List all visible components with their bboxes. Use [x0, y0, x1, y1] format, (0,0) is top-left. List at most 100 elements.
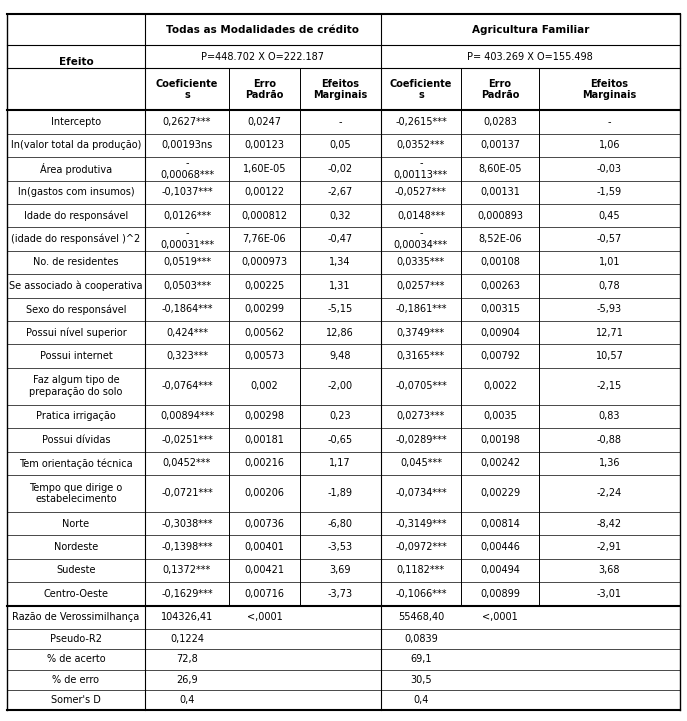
Text: Área produtiva: Área produtiva [40, 163, 112, 175]
Text: -3,01: -3,01 [597, 589, 622, 599]
Text: 0,00894***: 0,00894*** [160, 412, 214, 422]
Text: 0,78: 0,78 [598, 281, 620, 291]
Text: -0,0289***: -0,0289*** [395, 435, 447, 445]
Text: 0,00123: 0,00123 [245, 141, 284, 151]
Text: 0,00193ns: 0,00193ns [161, 141, 212, 151]
Text: -1,89: -1,89 [328, 488, 352, 498]
Text: Possui internet: Possui internet [40, 351, 112, 361]
Text: Efeitos
Marginais: Efeitos Marginais [313, 79, 368, 100]
Text: 0,00298: 0,00298 [245, 412, 284, 422]
Text: 0,00573: 0,00573 [245, 351, 284, 361]
Text: <,0001: <,0001 [482, 612, 518, 622]
Text: 72,8: 72,8 [176, 655, 198, 665]
Text: -
0,00034***: - 0,00034*** [394, 229, 448, 250]
Text: 0,0352***: 0,0352*** [397, 141, 445, 151]
Text: -0,0251***: -0,0251*** [161, 435, 213, 445]
Text: Centro-Oeste: Centro-Oeste [43, 589, 109, 599]
Text: -0,3149***: -0,3149*** [395, 518, 447, 528]
Text: -
0,00031***: - 0,00031*** [160, 229, 214, 250]
Text: 0,00736: 0,00736 [245, 518, 284, 528]
Text: -0,0705***: -0,0705*** [395, 381, 447, 392]
Text: 0,045***: 0,045*** [400, 459, 442, 468]
Text: Razão de Verossimilhança: Razão de Verossimilhança [12, 612, 139, 622]
Text: Tem orientação técnica: Tem orientação técnica [19, 458, 133, 469]
Text: -5,15: -5,15 [328, 304, 352, 314]
Text: 0,00814: 0,00814 [480, 518, 520, 528]
Text: Pseudo-R2: Pseudo-R2 [50, 634, 102, 644]
Text: 0,00716: 0,00716 [245, 589, 284, 599]
Text: -: - [339, 117, 342, 127]
Text: -5,93: -5,93 [597, 304, 622, 314]
Text: -0,1864***: -0,1864*** [161, 304, 213, 314]
Text: -0,1037***: -0,1037*** [161, 187, 213, 198]
Text: Efeito: Efeito [58, 57, 93, 67]
Text: 0,0257***: 0,0257*** [396, 281, 445, 291]
Text: (idade do responsável )^2: (idade do responsável )^2 [11, 234, 141, 244]
Text: Tempo que dirige o
estabelecimento: Tempo que dirige o estabelecimento [30, 482, 122, 504]
Text: 0,00181: 0,00181 [245, 435, 284, 445]
Text: Coeficiente
s: Coeficiente s [156, 79, 218, 100]
Text: Se associado à cooperativa: Se associado à cooperativa [9, 280, 143, 291]
Text: -3,53: -3,53 [328, 542, 352, 552]
Text: 0,00401: 0,00401 [245, 542, 284, 552]
Text: 0,0283: 0,0283 [483, 117, 517, 127]
Text: 0,000973: 0,000973 [241, 257, 287, 267]
Text: 69,1: 69,1 [410, 655, 431, 665]
Text: 7,76E-06: 7,76E-06 [243, 234, 286, 244]
Text: Sudeste: Sudeste [56, 565, 95, 575]
Text: -0,03: -0,03 [597, 164, 622, 174]
Text: No. de residentes: No. de residentes [33, 257, 119, 267]
Text: 0,00122: 0,00122 [245, 187, 284, 198]
Text: 8,60E-05: 8,60E-05 [478, 164, 522, 174]
Text: Nordeste: Nordeste [54, 542, 98, 552]
Text: 1,36: 1,36 [598, 459, 620, 468]
Text: 9,48: 9,48 [329, 351, 351, 361]
Text: 1,31: 1,31 [329, 281, 351, 291]
Text: ln(valor total da produção): ln(valor total da produção) [11, 141, 141, 151]
Text: 10,57: 10,57 [596, 351, 623, 361]
Text: 26,9: 26,9 [176, 675, 198, 685]
Text: Agricultura Familiar: Agricultura Familiar [472, 25, 589, 35]
Text: 0,0035: 0,0035 [483, 412, 517, 422]
Text: 1,01: 1,01 [598, 257, 620, 267]
Text: 0,00131: 0,00131 [480, 187, 520, 198]
Text: Somer's D: Somer's D [51, 695, 101, 705]
Text: 0,000812: 0,000812 [241, 211, 287, 221]
Text: 0,1372***: 0,1372*** [163, 565, 211, 575]
Text: 0,00421: 0,00421 [245, 565, 284, 575]
Text: P=448.702 X O=222.187: P=448.702 X O=222.187 [201, 52, 324, 62]
Text: 0,23: 0,23 [329, 412, 351, 422]
Text: 0,00108: 0,00108 [480, 257, 520, 267]
Text: 0,0503***: 0,0503*** [163, 281, 211, 291]
Text: 0,0273***: 0,0273*** [397, 412, 445, 422]
Text: -8,42: -8,42 [597, 518, 622, 528]
Text: 0,00263: 0,00263 [480, 281, 520, 291]
Text: Todas as Modalidades de crédito: Todas as Modalidades de crédito [166, 25, 359, 35]
Text: -0,0721***: -0,0721*** [161, 488, 213, 498]
Text: 0,00899: 0,00899 [480, 589, 520, 599]
Text: 12,86: 12,86 [326, 328, 354, 337]
Text: -0,0972***: -0,0972*** [395, 542, 447, 552]
Text: -2,67: -2,67 [328, 187, 352, 198]
Text: Sexo do responsável: Sexo do responsável [25, 304, 126, 314]
Text: % de erro: % de erro [52, 675, 100, 685]
Text: -2,00: -2,00 [328, 381, 352, 392]
Text: -6,80: -6,80 [328, 518, 352, 528]
Text: 0,00315: 0,00315 [480, 304, 520, 314]
Text: Intercepto: Intercepto [51, 117, 101, 127]
Text: 1,60E-05: 1,60E-05 [243, 164, 286, 174]
Text: -0,02: -0,02 [328, 164, 352, 174]
Text: 3,69: 3,69 [329, 565, 351, 575]
Text: -3,73: -3,73 [328, 589, 352, 599]
Text: -0,65: -0,65 [328, 435, 352, 445]
Text: 0,00792: 0,00792 [480, 351, 520, 361]
Text: 8,52E-06: 8,52E-06 [478, 234, 522, 244]
Text: -0,0764***: -0,0764*** [161, 381, 213, 392]
Text: 0,002: 0,002 [251, 381, 278, 392]
Text: -0,3038***: -0,3038*** [161, 518, 213, 528]
Text: -2,24: -2,24 [597, 488, 622, 498]
Text: 0,00904: 0,00904 [480, 328, 520, 337]
Text: 3,68: 3,68 [598, 565, 620, 575]
Text: 0,0519***: 0,0519*** [163, 257, 211, 267]
Text: P= 403.269 X O=155.498: P= 403.269 X O=155.498 [467, 52, 593, 62]
